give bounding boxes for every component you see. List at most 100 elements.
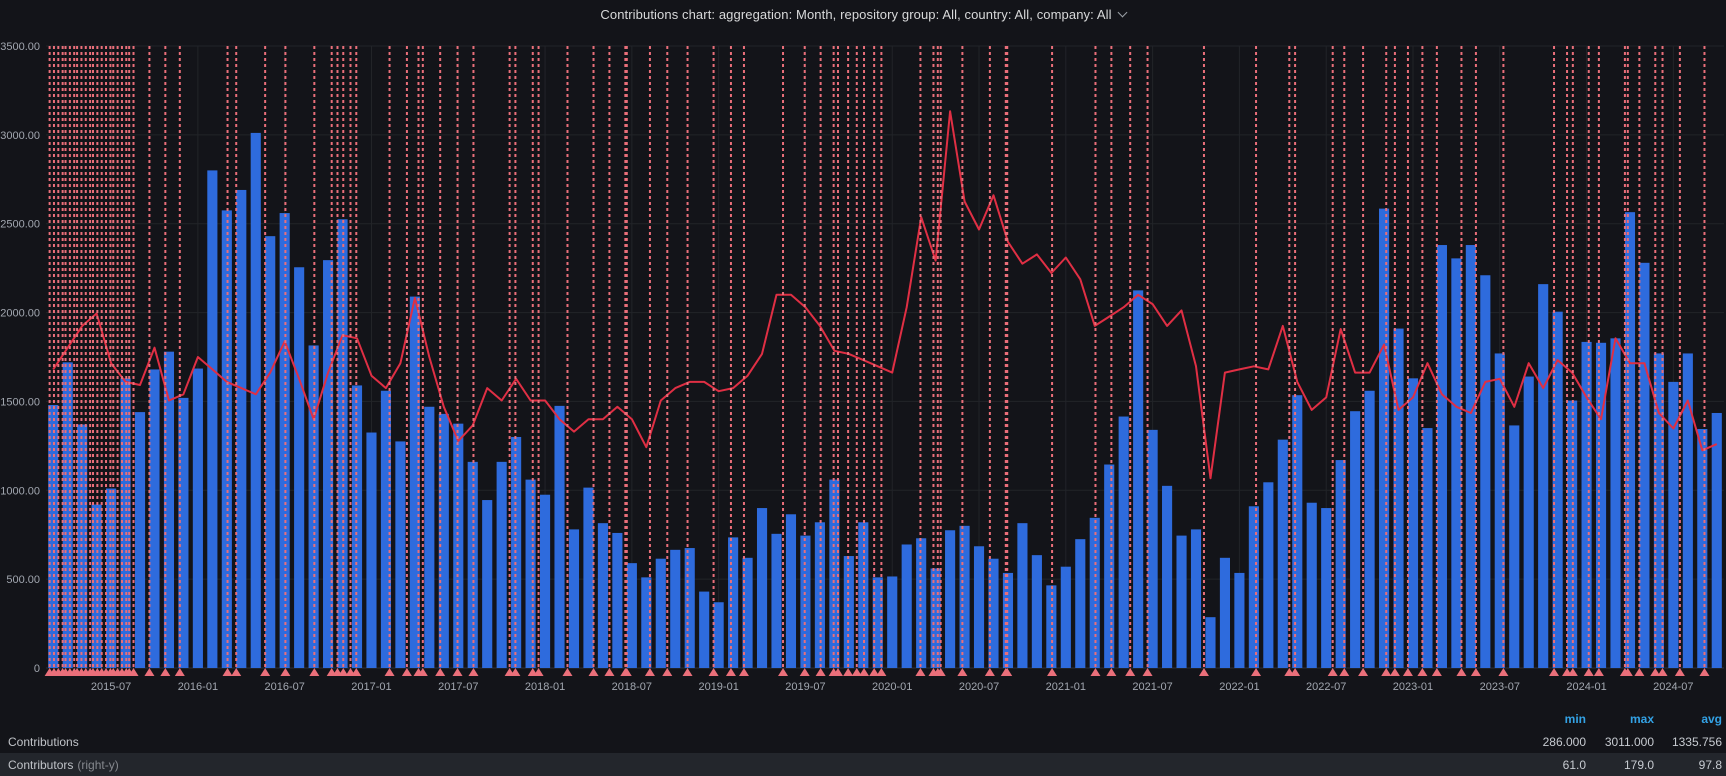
contribution-bar[interactable]	[771, 533, 782, 668]
annotation-marker-icon[interactable]	[1583, 668, 1594, 676]
contribution-bar[interactable]	[482, 500, 493, 668]
contribution-bar[interactable]	[1118, 416, 1129, 668]
contribution-bar[interactable]	[988, 558, 999, 668]
annotation-marker-icon[interactable]	[1470, 668, 1481, 676]
annotation-marker-icon[interactable]	[231, 668, 242, 676]
contribution-bar[interactable]	[655, 558, 666, 668]
contribution-bar[interactable]	[1465, 245, 1476, 669]
contribution-bar[interactable]	[1075, 539, 1086, 668]
contribution-bar[interactable]	[728, 537, 739, 668]
contribution-bar[interactable]	[814, 522, 825, 668]
annotation-marker-icon[interactable]	[1090, 668, 1101, 676]
contribution-bar[interactable]	[1234, 572, 1245, 668]
contribution-bar[interactable]	[1639, 262, 1650, 668]
annotation-marker-icon[interactable]	[662, 668, 673, 676]
contribution-bar[interactable]	[756, 508, 768, 668]
contribution-bar[interactable]	[699, 591, 710, 668]
contribution-bar[interactable]	[742, 557, 753, 668]
contribution-bar[interactable]	[1422, 428, 1433, 668]
contribution-bar[interactable]	[684, 548, 695, 668]
contribution-bar[interactable]	[1350, 411, 1361, 668]
contribution-bar[interactable]	[1060, 566, 1071, 668]
annotation-marker-icon[interactable]	[604, 668, 615, 676]
contribution-bar[interactable]	[207, 170, 218, 668]
annotation-marker-icon[interactable]	[510, 668, 521, 676]
contribution-bar[interactable]	[626, 563, 637, 668]
annotation-marker-icon[interactable]	[1593, 668, 1604, 676]
annotation-marker-icon[interactable]	[309, 668, 320, 676]
contribution-bar[interactable]	[1610, 338, 1621, 668]
contribution-bar[interactable]	[670, 549, 681, 668]
contribution-bar[interactable]	[1104, 464, 1115, 668]
contribution-bar[interactable]	[539, 494, 551, 668]
annotation-marker-icon[interactable]	[533, 668, 544, 676]
contribution-bar[interactable]	[1263, 482, 1274, 668]
contribution-bar[interactable]	[887, 576, 898, 668]
annotation-marker-icon[interactable]	[1047, 668, 1058, 676]
contribution-bar[interactable]	[1031, 555, 1042, 668]
annotation-marker-icon[interactable]	[815, 668, 826, 676]
contribution-bar[interactable]	[1205, 617, 1216, 668]
contribution-bar[interactable]	[1133, 290, 1144, 668]
contribution-bar[interactable]	[1335, 460, 1346, 668]
annotation-marker-icon[interactable]	[1358, 668, 1369, 676]
contribution-bar[interactable]	[1509, 425, 1520, 668]
contribution-bar[interactable]	[48, 404, 59, 668]
contribution-bar[interactable]	[612, 532, 623, 668]
annotation-marker-icon[interactable]	[935, 668, 946, 676]
annotation-marker-icon[interactable]	[1549, 668, 1560, 676]
contribution-bar[interactable]	[1248, 506, 1259, 668]
contribution-bar[interactable]	[438, 413, 449, 668]
contribution-bar[interactable]	[1321, 508, 1332, 668]
contribution-bar[interactable]	[973, 546, 985, 668]
contribution-bar[interactable]	[1624, 212, 1636, 669]
contribution-bar[interactable]	[1697, 428, 1708, 668]
contribution-bar[interactable]	[872, 577, 883, 668]
annotation-marker-icon[interactable]	[1142, 668, 1153, 676]
annotation-marker-icon[interactable]	[128, 668, 139, 676]
contribution-bar[interactable]	[1277, 439, 1288, 668]
annotation-marker-icon[interactable]	[1327, 668, 1338, 676]
contribution-bar[interactable]	[1711, 412, 1722, 668]
contribution-bar[interactable]	[395, 441, 406, 668]
contribution-bar[interactable]	[1378, 208, 1390, 668]
series-label-contributions[interactable]: Contributions	[8, 735, 1518, 749]
contribution-bar[interactable]	[496, 461, 507, 668]
contribution-bar[interactable]	[178, 397, 189, 668]
contribution-bar[interactable]	[1017, 523, 1028, 668]
contribution-bar[interactable]	[106, 488, 117, 668]
annotation-marker-icon[interactable]	[1290, 668, 1301, 676]
legend-row-contributions[interactable]: Contributions 286.000 3011.000 1335.756	[0, 730, 1726, 753]
contribution-bar[interactable]	[192, 368, 203, 668]
annotation-marker-icon[interactable]	[778, 668, 789, 676]
contribution-bar[interactable]	[959, 525, 970, 668]
contribution-bar[interactable]	[250, 132, 261, 668]
annotation-marker-icon[interactable]	[1389, 668, 1400, 676]
annotation-marker-icon[interactable]	[588, 668, 599, 676]
chart-svg[interactable]: 3500.00 3000.00 2500.00 2000.00 1500.00 1000.…	[0, 28, 1726, 708]
contributors-line[interactable]	[52, 110, 1718, 480]
annotation-marker-icon[interactable]	[1456, 668, 1467, 676]
contribution-bar[interactable]	[597, 523, 608, 668]
annotation-marker-icon[interactable]	[144, 668, 155, 676]
annotation-marker-icon[interactable]	[859, 668, 870, 676]
annotation-marker-icon[interactable]	[160, 668, 171, 676]
legend-row-contributors[interactable]: Contributors (right-y) 61.0 179.0 97.8	[0, 753, 1726, 776]
contribution-bar[interactable]	[1436, 245, 1447, 669]
annotation-marker-icon[interactable]	[957, 668, 968, 676]
contribution-bar[interactable]	[641, 577, 652, 668]
annotation-marker-icon[interactable]	[725, 668, 736, 676]
annotation-marker-icon[interactable]	[621, 668, 632, 676]
contribution-bar[interactable]	[1147, 429, 1158, 668]
contribution-bar[interactable]	[858, 522, 869, 668]
annotation-marker-icon[interactable]	[1431, 668, 1442, 676]
annotation-marker-icon[interactable]	[1002, 668, 1013, 676]
contribution-bar[interactable]	[554, 405, 565, 668]
contribution-bar[interactable]	[568, 529, 580, 668]
contribution-bar[interactable]	[916, 538, 927, 668]
annotation-marker-icon[interactable]	[1650, 668, 1661, 676]
contribution-bar[interactable]	[901, 544, 912, 668]
annotation-marker-icon[interactable]	[1402, 668, 1413, 676]
contribution-bar[interactable]	[930, 568, 941, 668]
contribution-bar[interactable]	[583, 487, 594, 668]
